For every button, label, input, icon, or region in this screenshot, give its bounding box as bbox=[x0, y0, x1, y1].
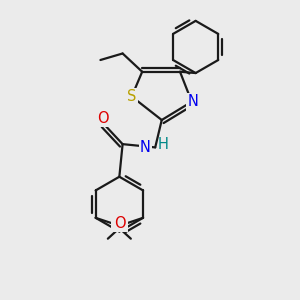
Text: H: H bbox=[158, 137, 169, 152]
Text: S: S bbox=[127, 89, 136, 104]
Text: N: N bbox=[188, 94, 199, 109]
Text: N: N bbox=[140, 140, 151, 155]
Text: O: O bbox=[97, 110, 109, 125]
Text: O: O bbox=[112, 215, 124, 230]
Text: O: O bbox=[114, 215, 126, 230]
